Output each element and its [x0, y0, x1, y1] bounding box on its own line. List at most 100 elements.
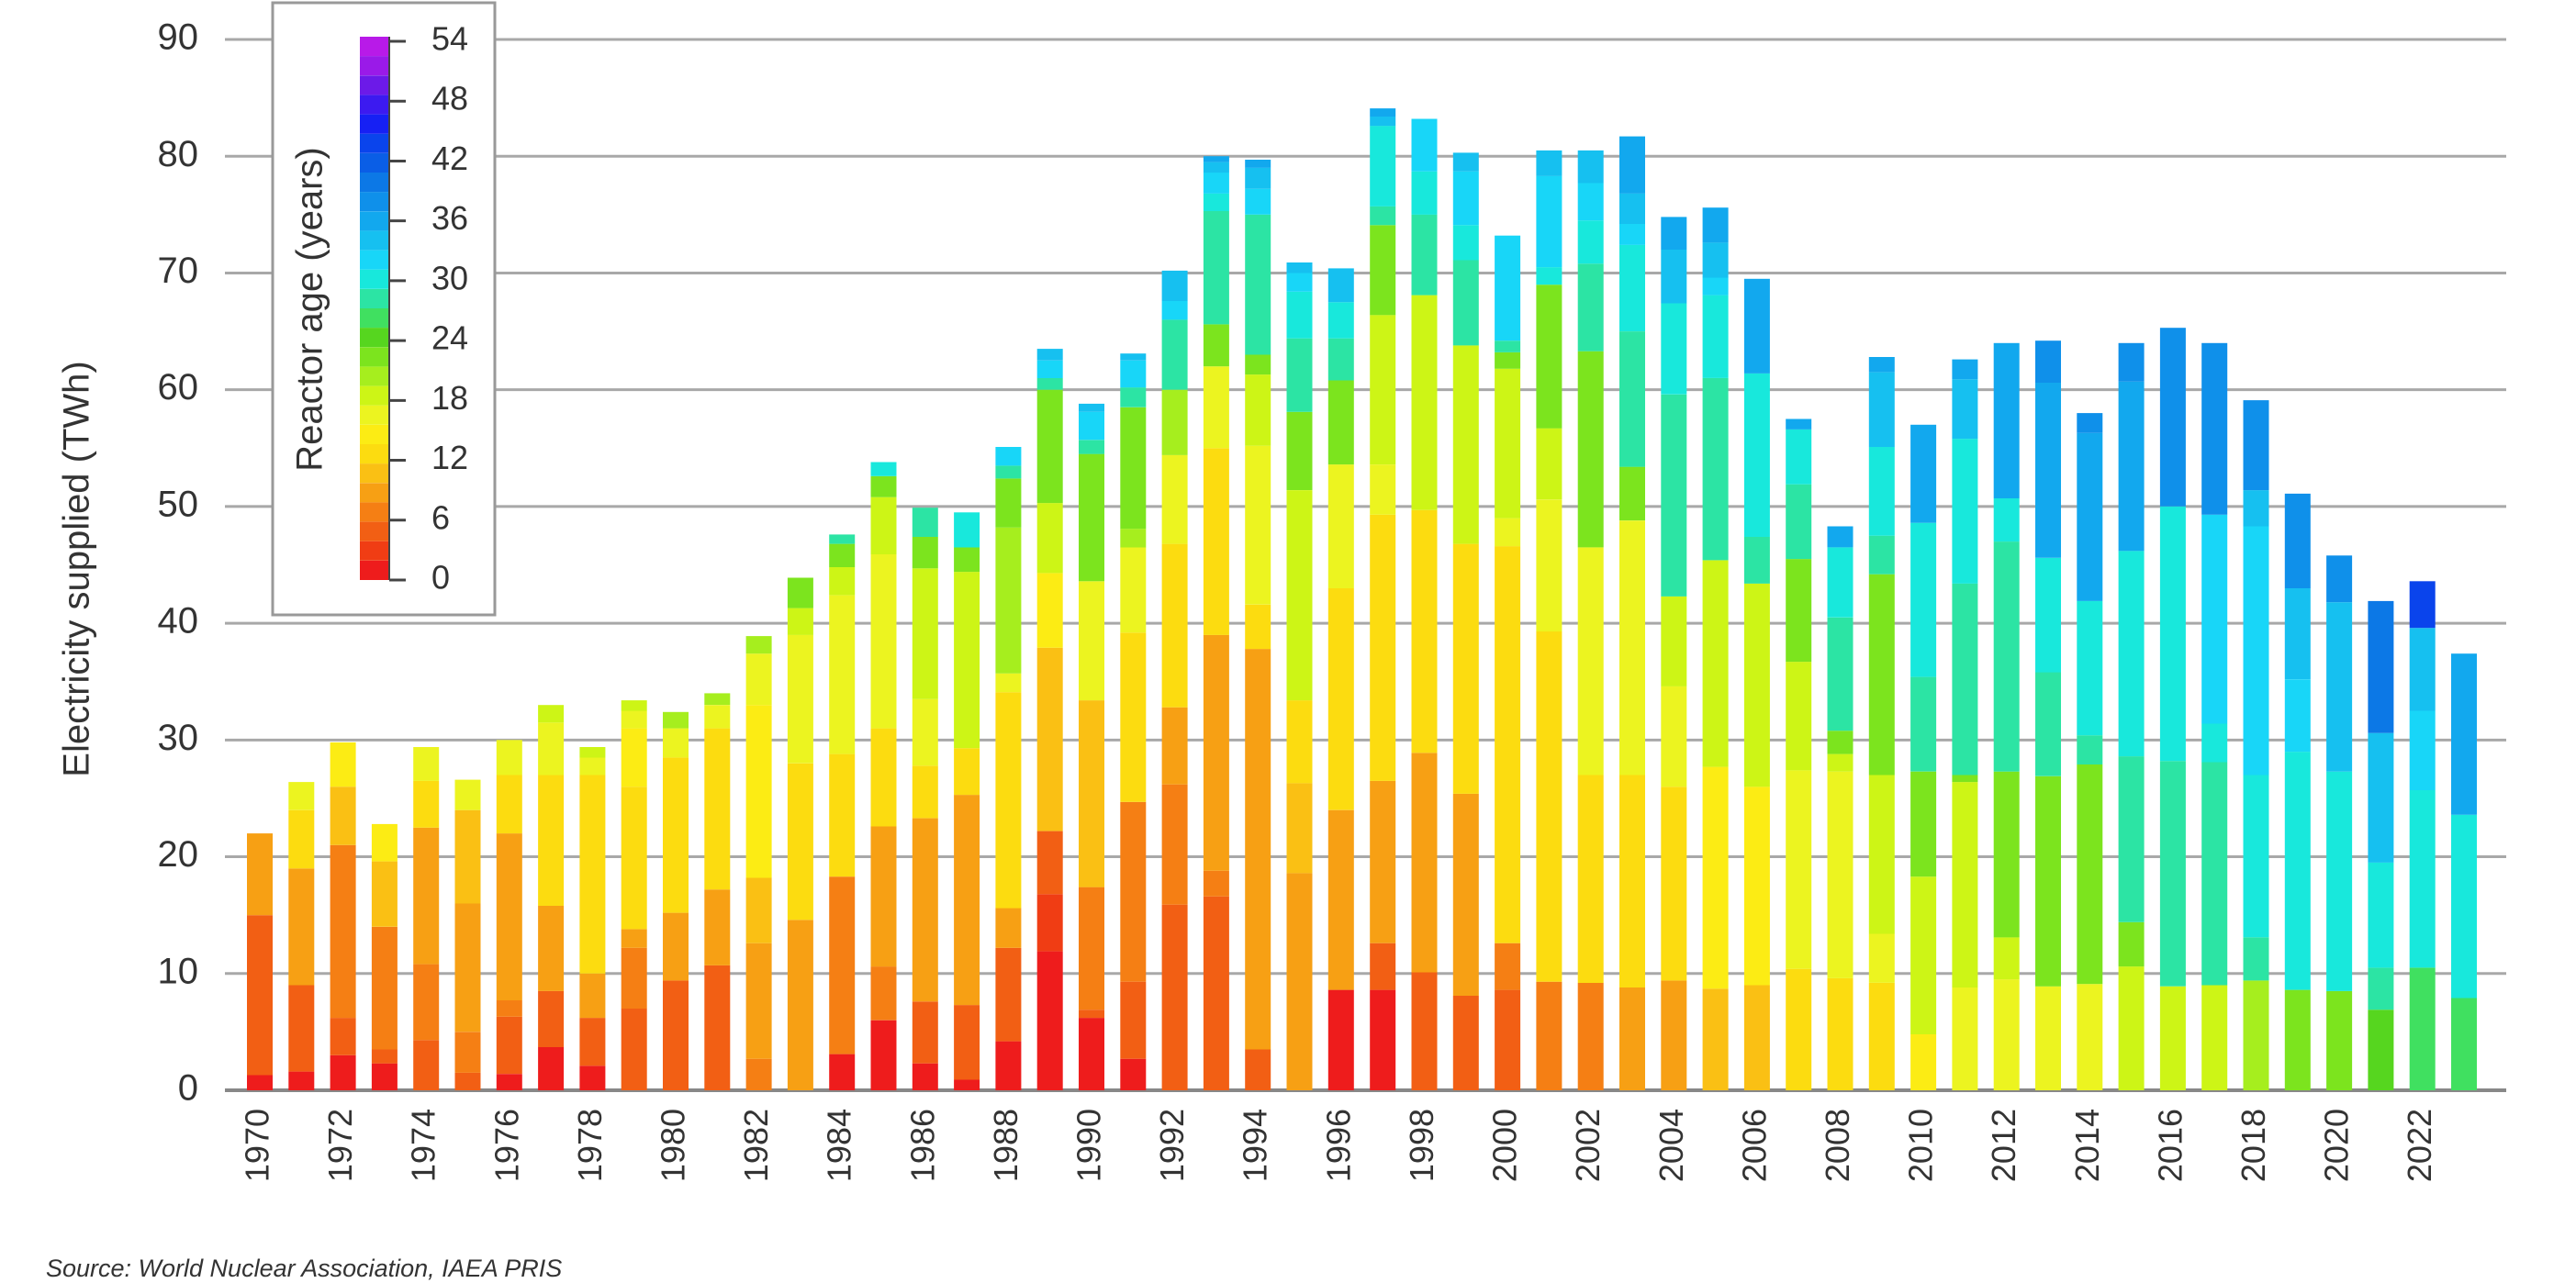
bar-segment [2077, 413, 2103, 433]
bar-stack-2022 [2409, 581, 2436, 1090]
y-tick-label: 0 [178, 1068, 198, 1109]
bar-stack-2023 [2451, 653, 2477, 1090]
y-tick-label: 20 [158, 834, 199, 875]
bar-segment [2201, 514, 2228, 724]
bar-segment [1661, 686, 1687, 787]
bar-segment [1868, 574, 1895, 775]
bar-segment [1910, 1033, 1937, 1090]
bar-segment [954, 547, 980, 573]
bar-segment [995, 527, 1022, 674]
bar-segment [413, 780, 440, 828]
bar-segment [1079, 440, 1104, 454]
legend-tick-label: 6 [431, 498, 450, 536]
bar-segment [1619, 987, 1645, 1090]
bar-segment [1952, 583, 1978, 775]
legend-swatch [360, 424, 389, 444]
bar-segment [1452, 260, 1479, 346]
x-tick-label: 2014 [2068, 1109, 2106, 1182]
bar-segment [1993, 771, 2020, 938]
bar-segment [1577, 150, 1604, 184]
bar-stack-2006 [1743, 278, 1770, 1090]
legend-swatch [360, 250, 389, 270]
legend-swatch [360, 502, 389, 522]
bar-stack-1971 [288, 782, 315, 1090]
bar-segment [1120, 529, 1147, 548]
bar-segment [538, 990, 565, 1047]
bar-segment [1827, 753, 1854, 772]
bar-segment [1495, 235, 1521, 341]
bar-stack-2011 [1952, 359, 1978, 1090]
bar-segment [1661, 980, 1687, 1090]
bar-segment [912, 765, 938, 819]
x-tick-label: 1992 [1153, 1109, 1191, 1182]
bar-segment [1786, 559, 1812, 663]
bar-segment [829, 753, 856, 877]
y-axis-label: Electricity supplied (TWh) [57, 361, 97, 776]
bar-segment [1786, 484, 1812, 560]
bar-segment [870, 496, 897, 554]
bar-segment [1161, 319, 1188, 390]
legend-swatch [360, 114, 389, 134]
bar-segment [1079, 700, 1104, 887]
bar-segment [1079, 1018, 1104, 1090]
legend-swatch [360, 288, 389, 308]
bar-segment [1036, 389, 1063, 504]
bar-segment [2284, 679, 2311, 753]
bar-stack-1996 [1327, 268, 1354, 1090]
bar-segment [1786, 429, 1812, 485]
bar-stack-1980 [663, 711, 689, 1090]
x-tick-label: 1994 [1237, 1109, 1274, 1182]
bar-segment [1993, 979, 2020, 1090]
legend-ticks: 0 6 12 18 24 30 36 42 48 54 [388, 20, 468, 597]
bar-segment [496, 1000, 522, 1017]
y-tick-label: 60 [158, 367, 199, 407]
bar-segment [912, 508, 938, 537]
bar-segment [1743, 278, 1770, 374]
x-tick-label: 1970 [239, 1109, 276, 1182]
bar-segment [2035, 340, 2061, 383]
bar-segment [1161, 707, 1188, 785]
bar-stack-1992 [1161, 270, 1188, 1090]
bar-segment [1952, 359, 1978, 380]
bar-segment [454, 809, 481, 904]
bar-segment [1161, 454, 1188, 544]
bar-segment [2368, 1010, 2394, 1090]
bar-segment [1161, 904, 1188, 1090]
bar-stack-1990 [1079, 403, 1104, 1090]
bar-stack-1970 [247, 833, 273, 1090]
bar-segment [1577, 183, 1604, 221]
x-tick-label: 2018 [2234, 1109, 2272, 1182]
legend-colorbar [360, 37, 389, 580]
bar-segment [1036, 951, 1063, 1090]
bar-segment [2118, 381, 2145, 552]
x-tick-label: 2020 [2318, 1109, 2356, 1182]
bar-segment [1910, 771, 1937, 877]
bar-segment [1452, 793, 1479, 996]
bar-segment [1203, 156, 1229, 162]
bar-segment [1536, 267, 1562, 285]
bar-segment [1702, 242, 1729, 278]
bar-segment [538, 1046, 565, 1090]
bar-segment [1786, 770, 1812, 969]
bar-segment [2409, 967, 2436, 1090]
bar-segment [1577, 547, 1604, 775]
bar-segment [1536, 150, 1562, 176]
bar-segment [496, 740, 522, 775]
bar-segment [745, 943, 772, 1059]
bar-segment [2409, 628, 2436, 711]
legend-swatch [360, 152, 389, 173]
bar-stack-1981 [704, 693, 731, 1090]
bar-segment [1327, 464, 1354, 588]
bar-segment [2243, 526, 2269, 775]
x-tick-label: 1996 [1319, 1109, 1357, 1182]
bar-segment [2118, 342, 2145, 382]
bar-segment [1370, 225, 1396, 316]
bar-segment [579, 747, 606, 758]
bar-segment [829, 534, 856, 544]
bar-segment [1952, 987, 1978, 1090]
bar-segment [870, 966, 897, 1021]
bar-stack-1989 [1036, 349, 1063, 1090]
bar-segment [912, 818, 938, 1002]
bar-segment [371, 1063, 398, 1090]
bar-segment [1536, 175, 1562, 268]
